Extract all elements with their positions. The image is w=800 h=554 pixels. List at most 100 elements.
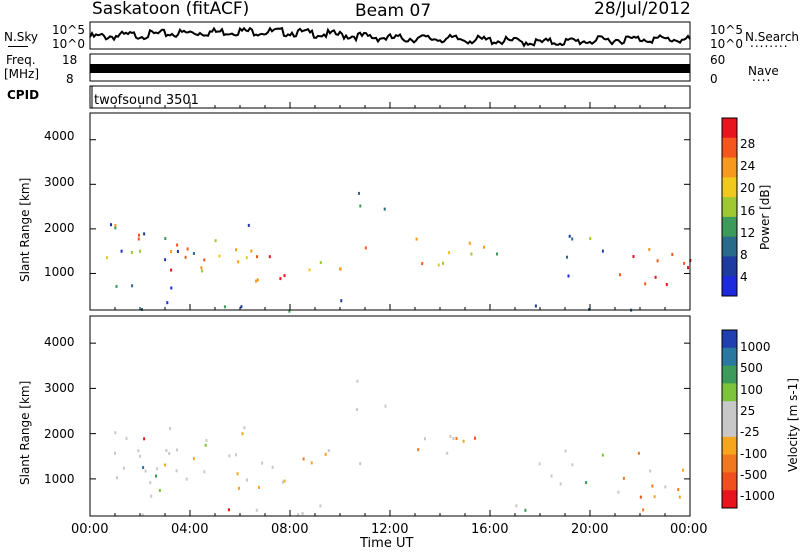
range-cell [214, 239, 217, 243]
range-cell [474, 436, 476, 440]
range-cell [678, 495, 681, 499]
range-cell [245, 256, 248, 260]
range-cell [192, 457, 195, 461]
range-cell [200, 266, 203, 270]
power-cbar-tick-20: 20 [740, 181, 756, 195]
power-ytick-2000: 2000 [44, 221, 75, 235]
range-cell [664, 485, 667, 489]
range-cell [589, 237, 592, 241]
range-cell [139, 249, 142, 253]
range-cell [288, 309, 291, 313]
freq-unit-label: [MHz] [4, 67, 40, 81]
range-cell [169, 427, 172, 430]
range-cell [571, 463, 574, 467]
date-title: 28/Jul/2012 [594, 0, 691, 19]
range-cell [356, 379, 359, 383]
range-cell [138, 233, 140, 237]
range-cell [559, 482, 562, 486]
range-cell [571, 237, 574, 241]
range-cell [534, 304, 537, 308]
range-cell [671, 252, 674, 256]
range-cell [446, 451, 449, 455]
colorbar-swatch [722, 330, 737, 349]
range-cell [455, 437, 458, 440]
velocity-colorbar-frame [721, 329, 738, 509]
velocity-ytick-4000: 4000 [44, 335, 75, 349]
range-cell [205, 438, 208, 442]
colorbar-swatch [722, 436, 737, 456]
noise-trace [89, 26, 691, 48]
range-cell [114, 431, 117, 435]
cpid-value: twofsound 3501 [94, 93, 199, 108]
range-cell [622, 476, 625, 480]
range-cell [452, 437, 455, 440]
velocity-cbar-tick-1000: 1000 [740, 340, 771, 354]
range-cell [236, 472, 239, 476]
nsky-label: N.Sky [4, 30, 39, 44]
range-cell [683, 261, 686, 265]
range-cell [588, 307, 591, 311]
noise-left-tick-high: 10^5 [52, 23, 85, 37]
freq-tick-high: 18 [62, 53, 78, 67]
range-cell [665, 283, 668, 286]
nsky-underline [8, 46, 28, 47]
colorbar-swatch [722, 454, 737, 473]
colorbar-swatch [722, 137, 737, 159]
range-cell [564, 449, 567, 453]
power-panel-bg [90, 113, 690, 310]
range-cell [601, 249, 604, 253]
velocity-cbar-tick-neg1000: -1000 [740, 489, 775, 503]
power-colorbar-frame [721, 117, 738, 297]
nsearch-dots: ........ [750, 36, 789, 50]
range-cell [122, 466, 125, 470]
range-cell [170, 250, 173, 253]
range-cell [677, 488, 680, 492]
power-data [106, 191, 692, 313]
velocity-ytick-1000: 1000 [44, 472, 75, 486]
range-cell [139, 454, 142, 458]
range-cell [203, 470, 206, 474]
velocity-panel-bg [90, 316, 690, 516]
range-cell [250, 249, 253, 253]
range-cell [228, 454, 231, 458]
range-cell [143, 437, 146, 441]
range-cell [227, 508, 230, 512]
colorbar-swatch [722, 256, 737, 277]
range-cell [319, 261, 322, 265]
xtick-0400: 04:00 [171, 522, 209, 537]
range-cell [115, 284, 118, 288]
velocity-colorbar-label: Velocity [m s-1] [786, 378, 800, 472]
range-cell [143, 232, 146, 236]
colorbar-swatch [722, 118, 737, 139]
range-cell [468, 241, 471, 245]
range-cell [247, 223, 250, 227]
range-cell [415, 237, 418, 241]
colorbar-swatch [722, 236, 737, 257]
range-cell [656, 259, 659, 263]
range-cell [110, 223, 112, 227]
range-cell [255, 508, 258, 512]
range-cell [223, 305, 226, 309]
range-cell [192, 252, 195, 255]
range-cell [437, 263, 440, 267]
station-title: Saskatoon (fitACF) [92, 0, 250, 19]
range-cell [364, 246, 367, 250]
range-cell [261, 461, 264, 465]
range-cell [524, 508, 527, 512]
xtick-1600: 16:00 [471, 522, 509, 537]
range-cell [120, 249, 123, 253]
range-cell [268, 255, 271, 259]
range-cell [442, 261, 444, 265]
range-cell [301, 512, 304, 516]
colorbar-swatch [722, 383, 737, 402]
velocity-cbar-tick-500: 500 [740, 361, 763, 375]
colorbar-swatch [722, 177, 737, 198]
range-cell [238, 486, 240, 490]
range-cell [150, 494, 153, 498]
xtick-1200: 12:00 [371, 522, 409, 537]
beam-title: Beam 07 [355, 1, 432, 21]
range-cell [567, 274, 570, 278]
range-cell [258, 485, 260, 489]
range-cell [164, 463, 167, 467]
range-cell [653, 495, 656, 499]
